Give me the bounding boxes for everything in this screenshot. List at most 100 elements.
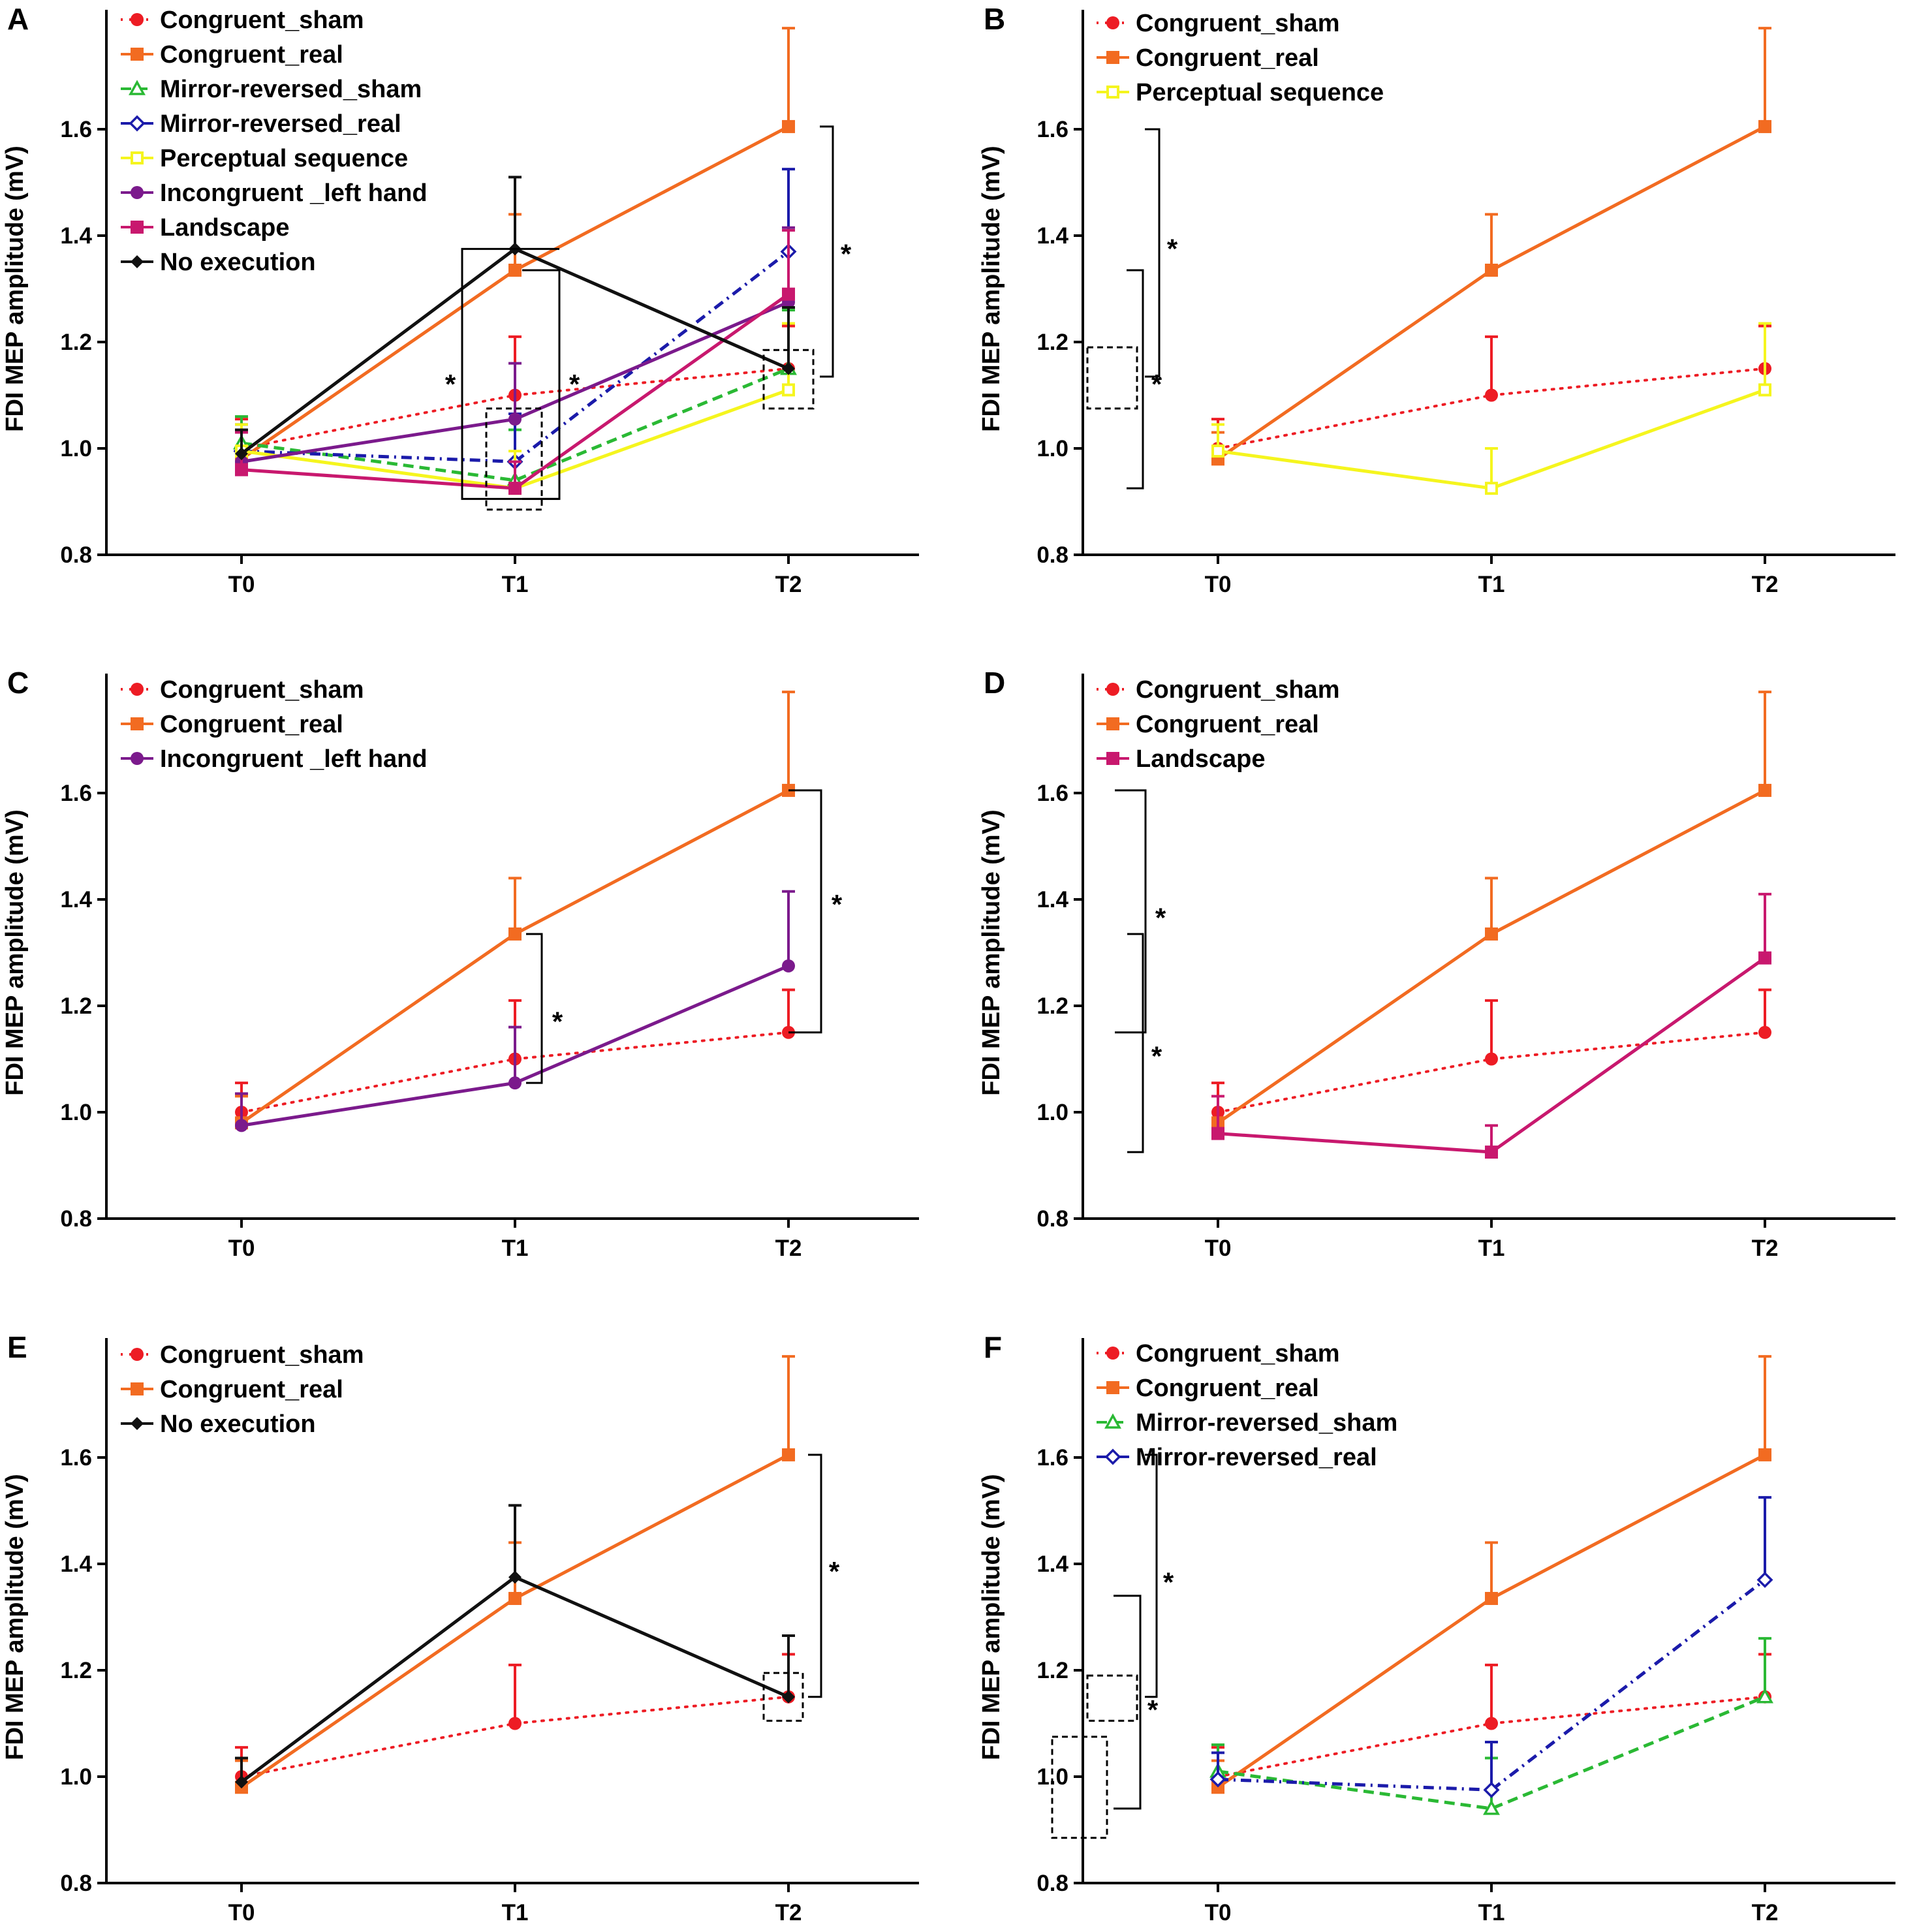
data-point bbox=[1485, 482, 1498, 495]
y-tick-label: 1.4 bbox=[1036, 1551, 1068, 1577]
legend-label: Congruent_real bbox=[1136, 711, 1319, 738]
legend-label: Incongruent _left hand bbox=[160, 179, 428, 207]
legend-label: Mirror-reversed_sham bbox=[160, 76, 422, 103]
panel-a: A 0.8 1.0 1.2 1.4 1.6 T0 T1 T2 FDI MEP amplitude … bbox=[1, 2, 919, 597]
y-tick-label: 1.2 bbox=[1036, 330, 1068, 355]
series-line bbox=[1217, 367, 1766, 450]
series-perceptual-sequence bbox=[1211, 322, 1771, 495]
legend-marker bbox=[1106, 752, 1119, 765]
y-axis-title: FDI MEP amplitude (mV) bbox=[1, 146, 29, 431]
legend-entry-congruent-real: Congruent_real bbox=[121, 41, 343, 69]
series-line bbox=[241, 367, 789, 482]
y-axis-title: FDI MEP amplitude (mV) bbox=[978, 809, 1005, 1095]
highlight-box bbox=[1086, 1674, 1138, 1722]
data-point bbox=[1483, 1800, 1500, 1815]
data-point bbox=[508, 413, 522, 426]
y-tick-label: 1.2 bbox=[60, 330, 92, 355]
panel-letter: F bbox=[984, 1330, 1002, 1364]
significance-star: * bbox=[1147, 1694, 1159, 1725]
x-tick-label: T0 bbox=[228, 1900, 255, 1925]
series-line bbox=[1217, 1578, 1766, 1792]
legend-label: No execution bbox=[160, 1410, 316, 1438]
legend-marker bbox=[1104, 1413, 1121, 1429]
legend-entry-perceptual-sequence: Perceptual sequence bbox=[1097, 79, 1384, 106]
panel-letter: C bbox=[7, 666, 29, 700]
data-point bbox=[1756, 1571, 1773, 1588]
y-tick-label: 0.8 bbox=[60, 542, 92, 568]
x-tick-label: T1 bbox=[1478, 1900, 1505, 1925]
data-point bbox=[1485, 927, 1498, 941]
legend-label: Congruent_sham bbox=[1136, 676, 1339, 704]
y-tick-label: 1.2 bbox=[60, 1658, 92, 1683]
x-tick-label: T2 bbox=[775, 572, 802, 597]
y-tick-label: 1.6 bbox=[1036, 1445, 1068, 1471]
y-tick-label: 1.4 bbox=[1036, 223, 1068, 249]
significance-bracket bbox=[820, 125, 834, 378]
data-point bbox=[1485, 263, 1498, 277]
legend-entry-congruent-sham: Congruent_sham bbox=[1097, 676, 1339, 704]
significance-star: * bbox=[841, 238, 852, 269]
legend-marker bbox=[1106, 51, 1119, 64]
legend-entry-congruent-real: Congruent_real bbox=[1097, 711, 1319, 738]
y-axis-title: FDI MEP amplitude (mV) bbox=[978, 1474, 1005, 1760]
significance-star: * bbox=[829, 1556, 840, 1587]
y-tick-label: 1.0 bbox=[60, 1100, 92, 1125]
significance-star: * bbox=[1155, 902, 1166, 933]
y-tick-label: 1.4 bbox=[60, 223, 92, 249]
data-point bbox=[508, 1076, 522, 1090]
x-tick-label: T2 bbox=[775, 1900, 802, 1925]
data-point bbox=[1758, 783, 1771, 797]
y-tick-label: 0.8 bbox=[60, 1206, 92, 1232]
y-axis-title: FDI MEP amplitude (mV) bbox=[1, 1474, 29, 1760]
legend-label: Congruent_sham bbox=[160, 676, 364, 704]
data-point bbox=[508, 482, 522, 495]
x-tick-label: T1 bbox=[502, 572, 529, 597]
y-tick-label: 1.0 bbox=[1036, 436, 1068, 461]
legend-label: Mirror-reversed_real bbox=[160, 110, 401, 138]
series-incongruent-left-hand bbox=[235, 890, 795, 1132]
series-line bbox=[1217, 1453, 1766, 1789]
y-tick-label: 1.4 bbox=[60, 1551, 92, 1577]
significance-bracket bbox=[461, 247, 559, 500]
series-line bbox=[1217, 788, 1766, 1125]
series-line bbox=[1217, 1695, 1766, 1811]
legend-marker bbox=[129, 115, 146, 132]
legend-marker bbox=[131, 151, 144, 164]
x-tick-label: T0 bbox=[228, 1236, 255, 1261]
legend-marker bbox=[131, 717, 144, 730]
significance-star: * bbox=[1163, 1566, 1174, 1597]
legend-label: Mirror-reversed_sham bbox=[1136, 1409, 1397, 1437]
series-congruent-real bbox=[235, 691, 795, 1130]
y-axis-title: FDI MEP amplitude (mV) bbox=[1, 809, 29, 1095]
y-tick-label: 1.6 bbox=[1036, 117, 1068, 142]
significance-star: * bbox=[1151, 1040, 1162, 1071]
legend-marker bbox=[131, 221, 144, 234]
x-tick-label: T1 bbox=[1478, 1236, 1505, 1261]
legend-label: Perceptual sequence bbox=[160, 145, 408, 172]
data-point bbox=[235, 1775, 248, 1789]
data-point bbox=[782, 119, 795, 133]
legend-entry-congruent-sham: Congruent_sham bbox=[1097, 1340, 1339, 1367]
data-point bbox=[1483, 1781, 1500, 1798]
significance-bracket bbox=[1115, 789, 1147, 1034]
data-point bbox=[782, 287, 795, 301]
panel-letter: A bbox=[7, 2, 29, 36]
data-point bbox=[1758, 1025, 1771, 1039]
legend-entry-landscape: Landscape bbox=[1097, 745, 1266, 773]
x-tick-label: T1 bbox=[502, 1900, 529, 1925]
panel-letter: B bbox=[984, 2, 1005, 36]
y-tick-label: 1.2 bbox=[60, 993, 92, 1019]
y-tick-label: 1.6 bbox=[60, 781, 92, 806]
series-congruent-sham bbox=[235, 1653, 795, 1783]
y-tick-label: 1.6 bbox=[1036, 781, 1068, 806]
significance-bracket bbox=[522, 269, 561, 500]
data-point bbox=[508, 263, 522, 277]
data-point bbox=[1756, 1688, 1773, 1704]
data-point bbox=[235, 447, 248, 461]
significance-bracket bbox=[808, 1454, 822, 1698]
data-point bbox=[1485, 1145, 1498, 1159]
series-congruent-sham bbox=[1211, 988, 1771, 1119]
data-point bbox=[235, 463, 248, 476]
data-point bbox=[1758, 383, 1771, 397]
